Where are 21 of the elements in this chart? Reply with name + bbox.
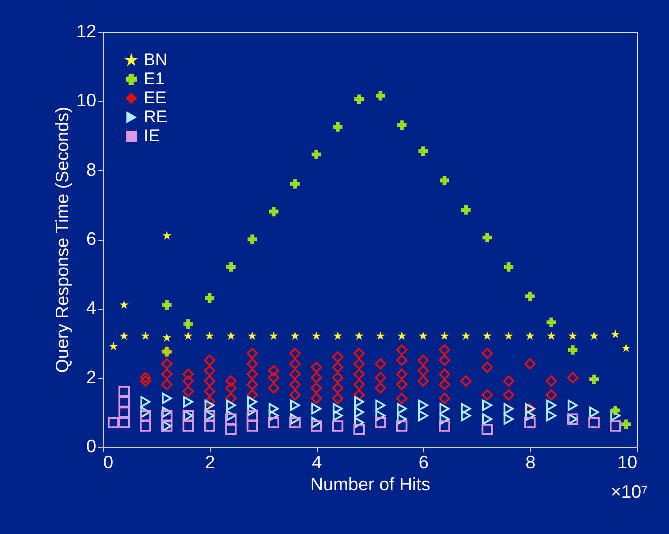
legend-label: EE: [144, 88, 167, 108]
x-tick-label: 10: [617, 452, 638, 472]
y-tick-label: 8: [86, 160, 96, 180]
y-axis-title: Query Response Time (Seconds): [52, 106, 72, 374]
x-tick-label: 2: [205, 452, 216, 472]
y-tick-label: 4: [86, 298, 96, 318]
y-tick-label: 10: [76, 90, 96, 111]
y-tick-label: 2: [86, 367, 96, 388]
y-tick-label: 12: [76, 22, 96, 42]
y-tick-label: 6: [86, 229, 96, 249]
y-tick-label: 0: [86, 436, 96, 456]
x-tick-label: 6: [418, 452, 429, 472]
legend-label: BN: [144, 50, 168, 70]
legend-label: RE: [144, 108, 168, 126]
x-axis-title: Number of Hits: [310, 474, 431, 494]
legend-label: E1: [144, 70, 165, 88]
x-tick-label: 4: [312, 452, 322, 472]
text: ×10⁷: [610, 482, 648, 502]
x-tick-label: 0: [104, 452, 114, 472]
legend-label: IE: [144, 126, 160, 146]
x-tick-label: 8: [526, 452, 536, 472]
